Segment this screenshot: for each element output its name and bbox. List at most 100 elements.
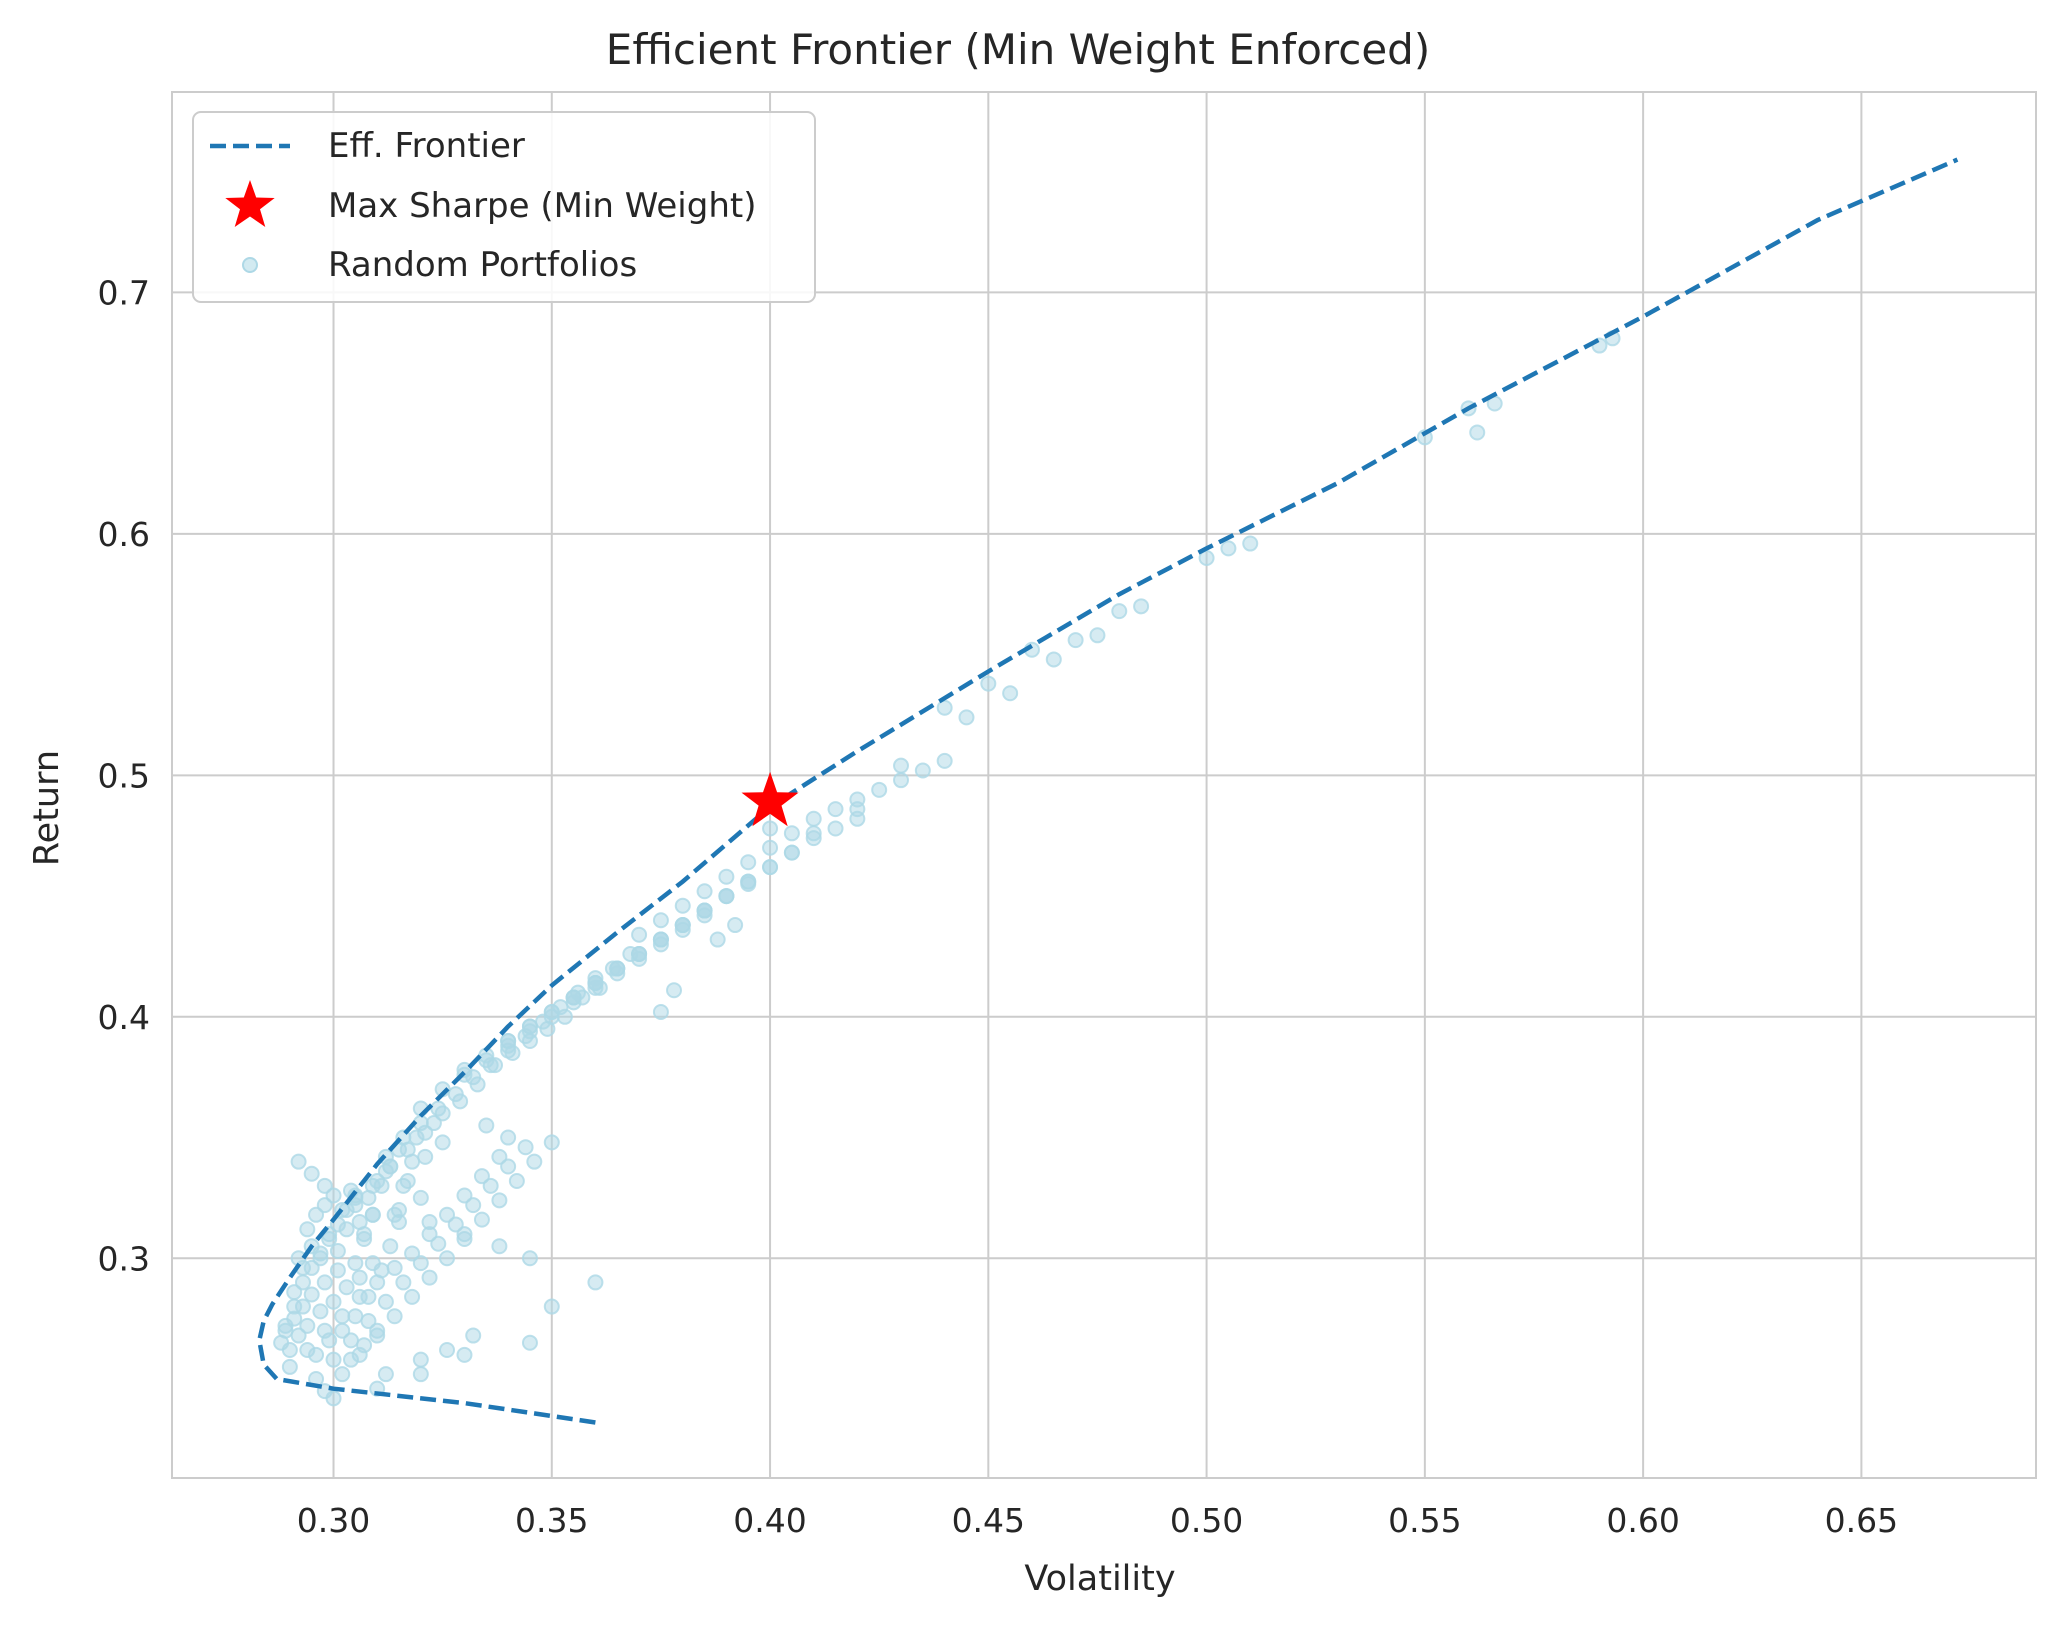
random-portfolio-point	[299, 1342, 316, 1359]
random-portfolio-point	[447, 1086, 464, 1103]
random-portfolio-point	[543, 1298, 560, 1315]
random-portfolio-point	[709, 931, 726, 948]
y-tick-labels: 0.3 0.4 0.5 0.6 0.7	[98, 273, 150, 1278]
x-tick-label: 0.60	[1606, 1501, 1679, 1540]
random-portfolio-point	[334, 1366, 351, 1383]
random-portfolio-point	[805, 810, 822, 827]
random-portfolio-point	[565, 989, 582, 1006]
random-portfolio-point	[299, 1317, 316, 1334]
random-portfolio-point	[914, 762, 931, 779]
random-portfolio-point	[508, 1173, 525, 1189]
random-portfolio-point	[439, 1206, 456, 1223]
random-portfolio-point	[377, 1366, 394, 1383]
random-portfolio-point	[325, 1187, 342, 1204]
random-portfolio-point	[395, 1274, 412, 1291]
random-portfolio-point	[521, 1018, 538, 1035]
random-portfolio-point	[386, 1259, 403, 1276]
random-portfolio-point	[958, 709, 975, 726]
legend-star-icon	[225, 180, 275, 227]
random-portfolio-point	[631, 926, 648, 943]
y-tick-label: 0.3	[98, 1239, 150, 1278]
x-tick-label: 0.45	[952, 1501, 1025, 1540]
random-portfolio-point	[430, 1235, 447, 1252]
random-portfolio-point	[1220, 540, 1237, 557]
random-portfolio-point	[1469, 424, 1486, 441]
random-portfolio-point	[316, 1197, 333, 1214]
random-portfolio-point	[316, 1274, 333, 1291]
random-portfolio-point	[1133, 598, 1150, 615]
random-portfolio-point	[417, 1148, 434, 1165]
random-portfolio-point	[740, 873, 757, 890]
random-portfolio-point	[316, 1322, 333, 1339]
random-portfolio-point	[308, 1206, 325, 1223]
random-portfolio-point	[399, 1173, 416, 1189]
random-portfolio-point	[491, 1238, 508, 1255]
random-portfolio-point	[312, 1245, 329, 1262]
random-portfolio-point	[456, 1346, 473, 1363]
random-portfolio-point	[936, 752, 953, 769]
random-portfolio-point	[277, 1317, 294, 1334]
random-portfolio-point	[827, 801, 844, 818]
random-portfolio-point	[456, 1187, 473, 1204]
random-portfolio-point	[871, 781, 888, 798]
random-portfolio-point	[412, 1255, 429, 1272]
random-portfolio-point	[1242, 535, 1259, 552]
random-portfolio-point	[526, 1153, 543, 1170]
random-portfolio-point	[783, 825, 800, 842]
random-portfolio-point	[294, 1274, 311, 1291]
random-portfolio-point	[783, 844, 800, 861]
random-portfolio-point	[351, 1346, 368, 1363]
random-portfolio-point	[696, 883, 713, 900]
random-portfolio-point	[325, 1351, 342, 1368]
random-portfolio-point	[666, 982, 683, 999]
random-portfolio-point	[364, 1206, 381, 1223]
legend-frontier-label: Eff. Frontier	[328, 126, 525, 166]
random-portfolio-point	[404, 1288, 421, 1305]
random-portfolio-point	[478, 1117, 495, 1134]
random-portfolio-point	[652, 1003, 669, 1020]
random-portfolio-point	[430, 1100, 447, 1117]
random-portfolio-point	[491, 1192, 508, 1209]
random-portfolio-point	[674, 917, 691, 934]
random-portfolio-point	[521, 1334, 538, 1351]
random-portfolio-point	[587, 1274, 604, 1291]
max-sharpe-star	[741, 771, 799, 827]
random-portfolio-point	[936, 699, 953, 716]
random-portfolio-point	[325, 1390, 342, 1407]
random-portfolio-point	[740, 854, 757, 871]
random-portfolio-point	[325, 1293, 342, 1310]
y-tick-label: 0.6	[98, 515, 150, 554]
random-portfolio-point	[543, 1134, 560, 1151]
random-portfolio-point	[465, 1327, 482, 1344]
random-portfolio-point	[334, 1308, 351, 1325]
random-portfolio-point	[500, 1129, 517, 1146]
random-portfolio-point	[281, 1358, 298, 1375]
random-portfolio-point	[473, 1211, 490, 1228]
y-tick-label: 0.7	[98, 273, 150, 312]
frontier-layer	[257, 157, 1959, 1425]
random-portfolio-point	[377, 1293, 394, 1310]
random-portfolio-point	[386, 1308, 403, 1325]
random-portfolio-point	[369, 1327, 386, 1344]
random-portfolio-point	[631, 946, 648, 963]
random-portfolio-point	[412, 1351, 429, 1368]
legend-box	[192, 111, 816, 303]
random-portfolio-point	[762, 859, 779, 876]
random-portfolio-point	[521, 1250, 538, 1267]
plot-frame	[171, 91, 2037, 1479]
random-portfolio-point	[609, 960, 626, 977]
x-tick-label: 0.40	[733, 1501, 806, 1540]
random-portfolio-point	[827, 820, 844, 837]
random-portfolio-point	[652, 912, 669, 929]
random-portfolio-point	[312, 1303, 329, 1320]
random-portfolio-point	[299, 1221, 316, 1238]
random-portfolio-point	[434, 1134, 451, 1151]
random-portfolio-point	[412, 1366, 429, 1383]
x-tick-labels: 0.30 0.35 0.40 0.45 0.50 0.55 0.60 0.65	[297, 1501, 1898, 1540]
random-portfolio-point	[674, 897, 691, 914]
random-portfolio-point	[447, 1216, 464, 1233]
random-portfolio-point	[1089, 627, 1106, 644]
random-portfolio-point	[421, 1214, 438, 1231]
random-portfolio-point	[351, 1269, 368, 1286]
